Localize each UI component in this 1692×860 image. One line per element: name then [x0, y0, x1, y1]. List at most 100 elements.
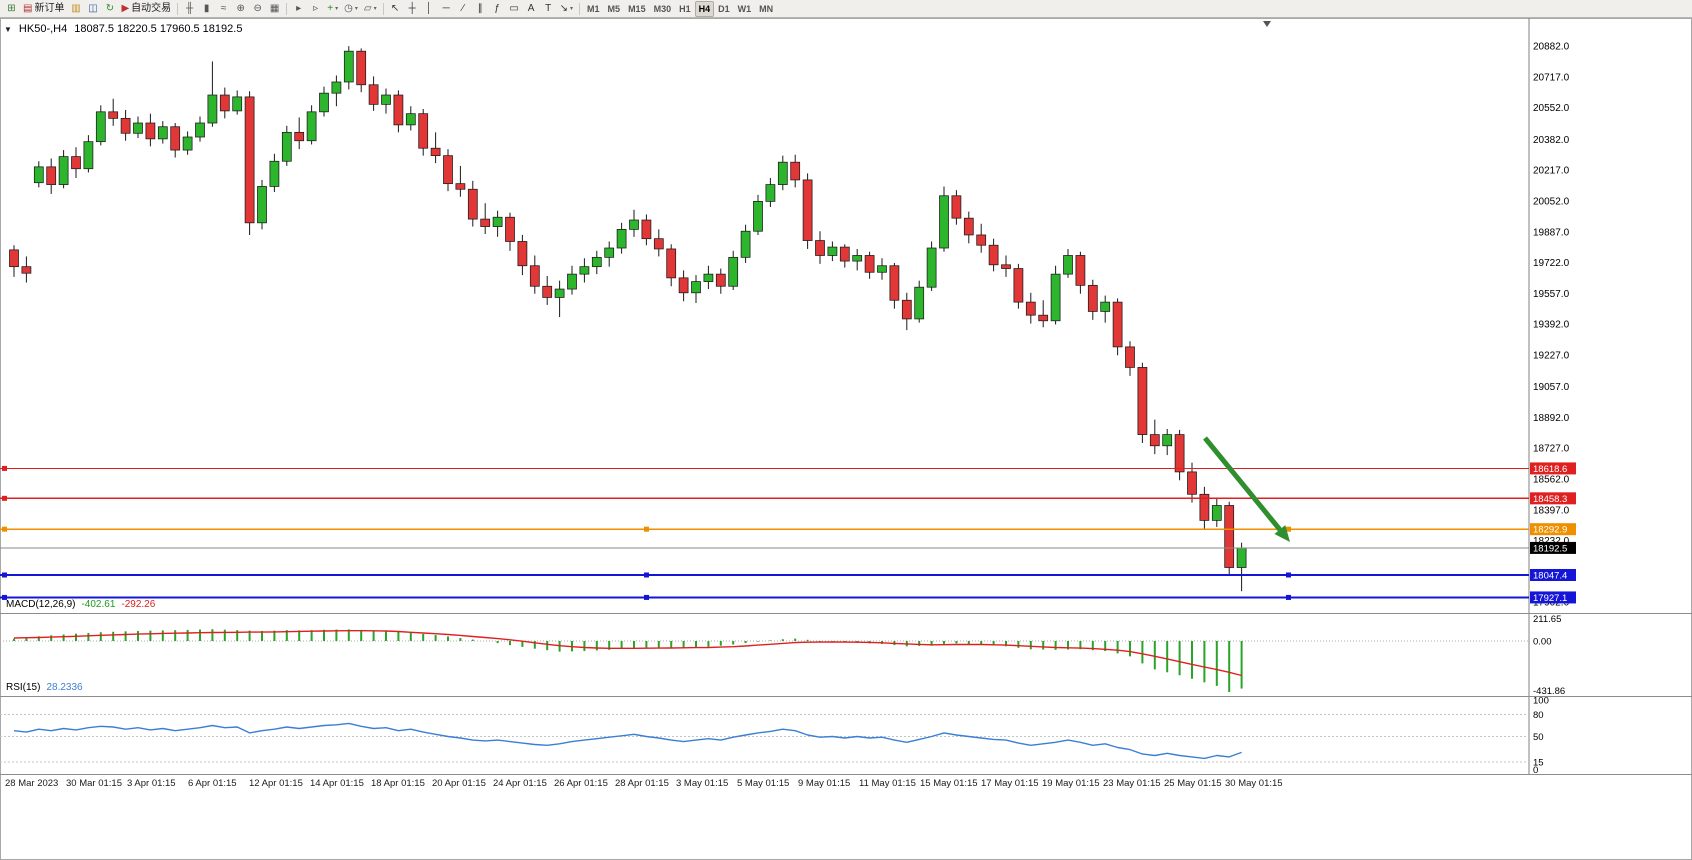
line-handle[interactable] — [2, 526, 7, 532]
arrow-object[interactable] — [1203, 436, 1290, 542]
cursor-button[interactable]: ↖ — [387, 1, 404, 17]
crosshair-button[interactable]: ┼ — [404, 1, 421, 17]
candle — [195, 122, 205, 138]
candle — [604, 247, 615, 258]
candle — [505, 216, 515, 242]
candle — [542, 285, 553, 298]
fibonacci-button[interactable]: ƒ — [489, 1, 506, 17]
templates-button[interactable]: ▱ ▾ — [361, 1, 380, 17]
symbol-header: ▼ HK50-,H4 18087.5 18220.5 17960.5 18192… — [4, 23, 242, 35]
svg-text:17 May 01:15: 17 May 01:15 — [981, 778, 1039, 789]
svg-text:19057.0: 19057.0 — [1533, 382, 1570, 393]
svg-text:24 Apr 01:15: 24 Apr 01:15 — [493, 778, 547, 789]
svg-text:12 Apr 01:15: 12 Apr 01:15 — [249, 778, 303, 789]
chart-shift-button[interactable]: ▹ — [307, 1, 324, 17]
line-handle[interactable] — [2, 495, 7, 501]
line-handle[interactable] — [1286, 526, 1291, 532]
chevron-down-icon[interactable]: ▼ — [4, 24, 12, 34]
candle — [58, 156, 69, 185]
candle — [740, 230, 751, 258]
candle — [1025, 301, 1036, 316]
tile-windows-icon: ▦ — [269, 2, 280, 14]
arrows-button[interactable]: ↘ ▾ — [557, 1, 576, 17]
timeframe-m30-button[interactable]: M30 — [653, 3, 672, 14]
channel-button[interactable]: ∥ — [472, 1, 489, 17]
refresh-button[interactable]: ↻ — [101, 1, 118, 17]
line-handle[interactable] — [2, 594, 7, 600]
time-axis[interactable]: 28 Mar 2023 30 Mar 01:15 3 Apr 01:15 6 Apr … — [5, 778, 1283, 789]
svg-text:25 May 01:15: 25 May 01:15 — [1164, 778, 1222, 789]
timeframe-mn-button[interactable]: MN — [759, 3, 774, 14]
svg-text:20382.0: 20382.0 — [1533, 135, 1570, 146]
auto-trading-icon: ▶ — [121, 2, 130, 14]
auto-scroll-button[interactable]: ▸ — [290, 1, 307, 17]
timeframe-h1-button[interactable]: H1 — [679, 3, 691, 14]
text-label-button[interactable]: T — [540, 1, 557, 17]
candle — [1137, 367, 1148, 435]
candle — [567, 273, 577, 290]
tile-windows-button[interactable]: ▦ — [266, 1, 283, 17]
horizontal-line-object[interactable]: 18458.3 — [0, 492, 1576, 505]
horizontal-line-object[interactable]: 17927.1 — [0, 591, 1576, 604]
zoom-in-button[interactable]: ⊕ — [232, 1, 249, 17]
bar-chart-button[interactable]: ╫ — [181, 1, 198, 17]
line-handle[interactable] — [1286, 594, 1291, 600]
line-handle[interactable] — [644, 572, 649, 578]
candle — [1087, 284, 1098, 312]
line-handle[interactable] — [2, 572, 7, 578]
line-handle[interactable] — [644, 526, 649, 532]
horizontal-line-object[interactable]: 18618.6 — [0, 462, 1576, 475]
line-handle[interactable] — [1286, 572, 1291, 578]
line-chart-button[interactable]: ≈ — [215, 1, 232, 17]
periods-button[interactable]: ◷ ▾ — [341, 1, 361, 17]
horizontal-line-object[interactable]: 18292.9 — [0, 523, 1576, 536]
timeframe-h4-button[interactable]: H4 — [694, 0, 715, 17]
line-handle[interactable] — [644, 594, 649, 600]
timeframe-m5-button[interactable]: M5 — [607, 3, 621, 14]
main-toolbar: ⊞ ▤ 新订单 ▥ ◫ ↻ ▶ 自动交易 ╫ ▮ ≈ ⊕ ⊖ ▦ ▸ ▹ + ▾ ◷ ▾ ▱ ▾ ↖ ┼ │ ─ ∕ ∥ ƒ ▭ A T ↘ ▾ M… — [0, 0, 1692, 18]
candle — [157, 126, 168, 140]
candles-layer — [9, 46, 1247, 592]
timeframe-w1-button[interactable]: W1 — [737, 3, 752, 14]
text-button[interactable]: A — [523, 1, 540, 17]
svg-text:50: 50 — [1533, 732, 1544, 743]
horizontal-line-object[interactable]: 18047.4 — [0, 568, 1576, 582]
new-chart-button[interactable]: ⊞ — [3, 1, 20, 17]
candle — [703, 273, 714, 282]
trendline-button[interactable]: ∕ — [455, 1, 472, 17]
chart-shift-marker[interactable] — [1263, 21, 1271, 27]
macd-value-main: -402.61 — [81, 599, 116, 610]
profiles-button[interactable]: ▥ — [67, 1, 84, 17]
timeframe-d1-button[interactable]: D1 — [718, 3, 730, 14]
refresh-icon: ↻ — [105, 2, 115, 14]
new-order-button[interactable]: ▤ 新订单 — [20, 1, 67, 17]
zoom-out-button[interactable]: ⊖ — [249, 1, 266, 17]
candle — [753, 200, 763, 232]
shapes-button[interactable]: ▭ — [506, 1, 523, 17]
rsi-pane[interactable]: 100 80 50 150 — [0, 696, 1549, 777]
horizontal-line-button[interactable]: ─ — [438, 1, 455, 17]
svg-text:14 Apr 01:15: 14 Apr 01:15 — [310, 778, 364, 789]
market-watch-button[interactable]: ◫ — [84, 1, 101, 17]
vertical-line-button[interactable]: │ — [421, 1, 438, 17]
candlestick-chart-button[interactable]: ▮ — [198, 1, 215, 17]
line-handle[interactable] — [2, 465, 7, 471]
indicators-button[interactable]: + ▾ — [324, 1, 341, 17]
horizontal-line-object[interactable]: 18192.5 — [0, 541, 1576, 555]
svg-text:18397.0: 18397.0 — [1533, 505, 1570, 516]
candle — [170, 126, 181, 151]
chart-canvas[interactable]: 20882.0 20717.0 20552.0 20382.0 20217.0 20052… — [0, 18, 1692, 860]
candle — [319, 92, 329, 113]
svg-text:15 May 01:15: 15 May 01:15 — [920, 778, 978, 789]
timeframe-m15-button[interactable]: M15 — [628, 3, 646, 14]
candle — [728, 256, 739, 287]
chart-area[interactable]: 20882.0 20717.0 20552.0 20382.0 20217.0 20052… — [0, 18, 1692, 860]
timeframe-m1-button[interactable]: M1 — [587, 3, 600, 14]
rsi-header: RSI(15) 28.2336 — [6, 682, 83, 693]
candle — [1063, 255, 1073, 275]
candle — [976, 234, 987, 246]
candle — [443, 155, 453, 185]
macd-pane[interactable]: 211.65 0.00 -431.86 — [0, 614, 1565, 697]
indicators-icon: + — [327, 2, 334, 14]
auto-trading-button[interactable]: ▶ 自动交易 — [118, 1, 174, 17]
